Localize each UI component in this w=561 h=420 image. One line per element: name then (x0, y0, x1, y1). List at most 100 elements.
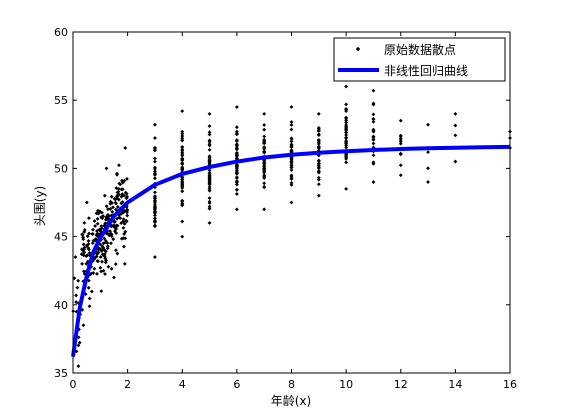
x-tick-label: 6 (233, 378, 240, 391)
data-point (105, 244, 110, 249)
data-point (82, 227, 87, 232)
y-tick-label: 55 (54, 94, 68, 107)
data-point (289, 163, 294, 167)
data-point (123, 146, 128, 150)
data-point (262, 160, 267, 165)
data-point (87, 251, 92, 255)
data-point (207, 130, 212, 135)
data-point (100, 252, 105, 257)
data-point (80, 261, 85, 266)
data-point (84, 254, 89, 258)
data-point (426, 122, 430, 127)
data-point (153, 136, 157, 140)
data-point (115, 196, 120, 201)
data-point (262, 141, 267, 146)
data-point (180, 138, 185, 143)
data-point (91, 238, 96, 243)
data-point (371, 134, 376, 139)
data-point (316, 175, 321, 180)
data-point (234, 192, 239, 196)
data-point (95, 229, 99, 233)
data-point (87, 231, 91, 236)
data-point (104, 215, 109, 220)
data-point (234, 105, 239, 109)
data-point (453, 133, 458, 138)
data-point (125, 194, 129, 199)
data-point (119, 221, 124, 225)
data-point (91, 227, 95, 232)
data-point (453, 123, 458, 128)
data-point (344, 151, 349, 156)
data-point (180, 198, 185, 203)
data-point (124, 196, 129, 201)
data-point (74, 349, 79, 354)
data-point (234, 168, 239, 173)
y-tick-label: 45 (54, 231, 68, 244)
data-point (344, 139, 349, 143)
data-point (102, 193, 107, 198)
data-point (121, 217, 126, 222)
data-point (114, 186, 119, 191)
data-point (207, 124, 212, 128)
x-tick-label: 14 (448, 378, 462, 391)
data-point (180, 179, 185, 184)
data-point (112, 223, 116, 228)
x-tick-label: 8 (288, 378, 295, 391)
legend-scatter-marker (355, 46, 361, 52)
data-point (123, 229, 128, 234)
data-point (153, 176, 157, 181)
data-point (180, 136, 185, 141)
data-point (180, 129, 185, 134)
data-point (76, 364, 81, 369)
data-point (120, 178, 124, 183)
data-point (105, 241, 110, 245)
x-tick-label: 2 (124, 378, 131, 391)
data-point (262, 181, 267, 186)
data-point (110, 209, 115, 214)
data-point (316, 161, 321, 166)
data-point (234, 125, 239, 130)
data-point (398, 173, 403, 178)
data-point (87, 296, 92, 301)
data-point (115, 223, 120, 228)
data-point (121, 219, 126, 224)
data-point (96, 247, 101, 252)
data-point (109, 266, 114, 271)
data-point (316, 193, 321, 198)
data-point (107, 233, 112, 238)
axis-ticks: 0 2 4 6 8 10 12 14 16 35 40 45 50 55 60 (54, 26, 517, 391)
data-point (125, 176, 129, 181)
data-point (289, 105, 294, 109)
data-point (234, 171, 239, 176)
data-point (344, 123, 349, 127)
data-point (180, 161, 185, 166)
data-point (85, 234, 90, 239)
data-point (289, 182, 294, 187)
data-point (371, 180, 376, 184)
data-point (234, 144, 239, 148)
data-point (180, 181, 185, 186)
data-point (153, 202, 157, 207)
data-point (81, 242, 86, 247)
data-point (180, 147, 185, 152)
y-axis-label: 头围(y) (33, 186, 47, 226)
data-point (104, 166, 109, 171)
data-point (234, 131, 239, 136)
data-point (100, 216, 105, 221)
data-point (75, 285, 80, 290)
data-point (101, 214, 105, 219)
x-axis-label: 年龄(x) (271, 394, 311, 408)
data-point (109, 194, 114, 199)
data-point (99, 248, 104, 253)
data-point (109, 224, 114, 229)
data-point (96, 211, 101, 216)
data-point (76, 278, 81, 283)
data-point (121, 236, 126, 241)
data-point (153, 216, 157, 221)
data-point (398, 139, 403, 144)
data-point (153, 159, 157, 164)
data-point (98, 242, 103, 247)
data-point (94, 233, 99, 238)
data-point (207, 185, 212, 189)
